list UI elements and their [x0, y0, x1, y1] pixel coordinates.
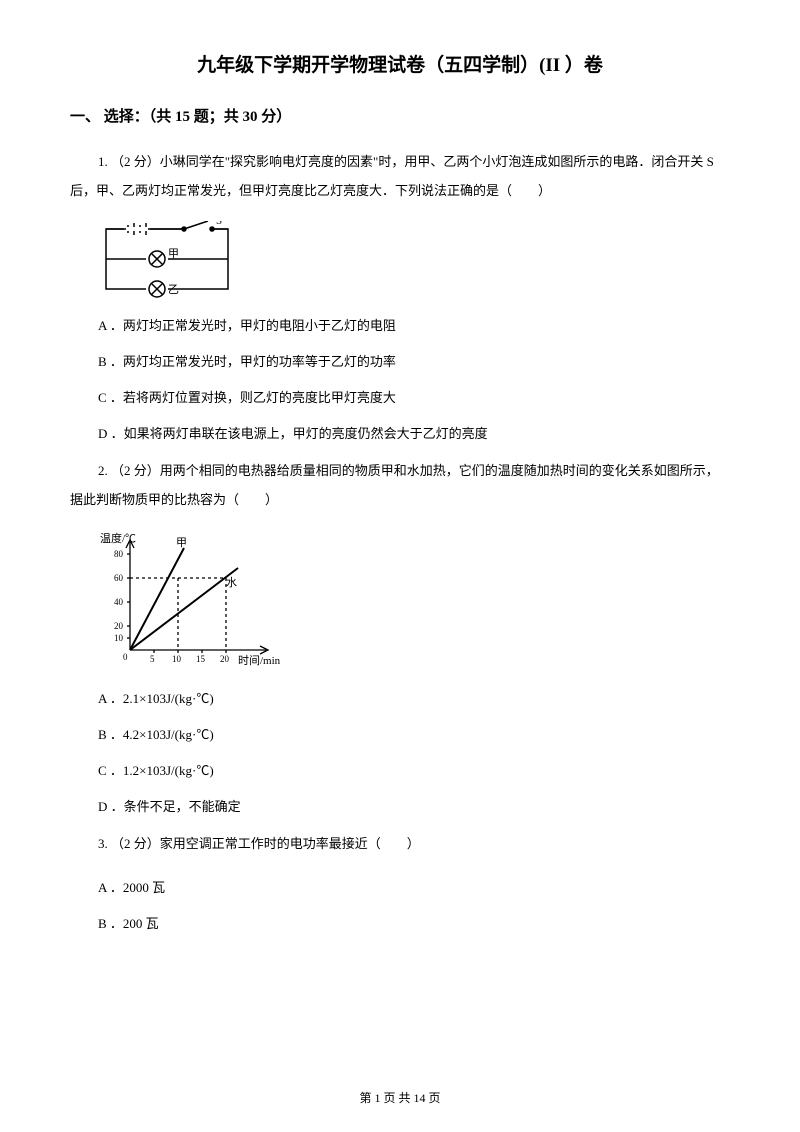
- ytick-2: 40: [114, 597, 124, 607]
- question-2-text: 2. （2 分）用两个相同的电热器给质量相同的物质甲和水加热，它们的温度随加热时…: [70, 457, 730, 514]
- circuit-figure: S 甲 乙: [98, 221, 730, 299]
- graph-ylabel: 温度/℃: [100, 531, 136, 545]
- q2-option-a: A ．2.1×103J/(kg·℃): [98, 686, 730, 712]
- page-title: 九年级下学期开学物理试卷（五四学制）(II ）卷: [70, 50, 730, 77]
- ytick-0: 10: [114, 633, 124, 643]
- xtick-2: 15: [196, 654, 206, 664]
- xtick-1: 10: [172, 654, 182, 664]
- origin-zero: 0: [123, 652, 128, 662]
- graph-line2-label: 水: [226, 576, 237, 589]
- q2-option-c: C ．1.2×103J/(kg·℃): [98, 758, 730, 784]
- page-footer: 第 1 页 共 14 页: [0, 1089, 800, 1106]
- q1-option-c: C ．若将两灯位置对换，则乙灯的亮度比甲灯亮度大: [98, 385, 730, 411]
- q1-option-a: A ．两灯均正常发光时，甲灯的电阻小于乙灯的电阻: [98, 313, 730, 339]
- q2-option-d: D ．条件不足，不能确定: [98, 794, 730, 820]
- ytick-3: 60: [114, 573, 124, 583]
- question-1-text: 1. （2 分）小琳同学在"探究影响电灯亮度的因素"时，用甲、乙两个小灯泡连成如…: [70, 148, 730, 205]
- xtick-0: 5: [150, 654, 155, 664]
- q3-option-b: B ．200 瓦: [98, 911, 730, 937]
- bulb-top-label: 甲: [168, 248, 179, 260]
- q1-option-b: B ．两灯均正常发光时，甲灯的功率等于乙灯的功率: [98, 349, 730, 375]
- xtick-3: 20: [220, 654, 230, 664]
- switch-label: S: [216, 221, 222, 227]
- bulb-bottom-label: 乙: [168, 283, 179, 296]
- graph-xlabel: 时间/min: [238, 654, 281, 667]
- q3-option-a: A ．2000 瓦: [98, 875, 730, 901]
- question-3-text: 3. （2 分）家用空调正常工作时的电功率最接近（ ）: [70, 830, 730, 859]
- q2-option-b: B ．4.2×103J/(kg·℃): [98, 722, 730, 748]
- ytick-1: 20: [114, 621, 124, 631]
- ytick-4: 80: [114, 549, 124, 559]
- q1-option-d: D ．如果将两灯串联在该电源上，甲灯的亮度仍然会大于乙灯的亮度: [98, 421, 730, 447]
- section-header: 一、 选择：（共 15 题；共 30 分）: [70, 105, 730, 126]
- graph-figure: 温度/℃ 时间/min 甲 水 10 20 40 60 80 0 5 10 15…: [98, 530, 730, 672]
- graph-line1-label: 甲: [176, 537, 187, 549]
